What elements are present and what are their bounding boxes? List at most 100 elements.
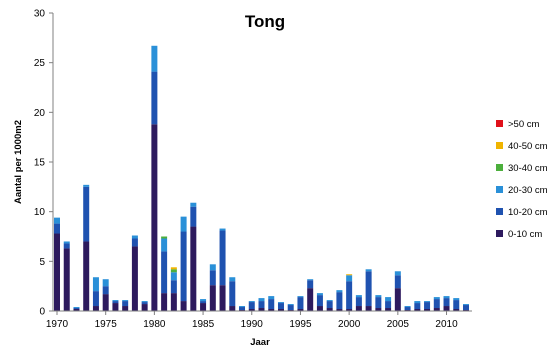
bar-segment xyxy=(375,295,382,298)
bar-segment xyxy=(297,297,304,310)
bar-segment xyxy=(307,288,314,311)
bar-segment xyxy=(190,202,197,207)
bar-segment xyxy=(375,297,382,309)
bar-segment xyxy=(180,231,187,302)
bar-segment xyxy=(131,246,138,311)
y-tick-label: 30 xyxy=(34,9,46,20)
bar-segment xyxy=(316,306,323,311)
bar-segment xyxy=(180,216,187,232)
bar-segment xyxy=(463,305,469,311)
bar-segment xyxy=(336,309,343,311)
bar-segment xyxy=(365,269,372,272)
bar-segment xyxy=(161,251,168,294)
bar-segment xyxy=(141,304,148,311)
bar-segment xyxy=(122,306,129,311)
x-tick-label: 1980 xyxy=(143,319,166,330)
bar-segment xyxy=(229,306,236,311)
y-tick-label: 5 xyxy=(39,257,45,268)
bar-segment xyxy=(151,71,158,125)
bar-segment xyxy=(102,294,109,311)
bar-segment xyxy=(424,302,431,310)
bar-segment xyxy=(385,308,392,311)
bar-segment xyxy=(112,301,119,304)
bar-segment xyxy=(122,300,129,302)
x-tick-label: 2010 xyxy=(435,319,458,330)
bar-segment xyxy=(394,275,401,289)
bar-segment xyxy=(424,309,431,311)
bar-segment xyxy=(63,243,70,249)
y-axis-title: Aantal per 1000m2 xyxy=(13,120,24,204)
legend-swatch xyxy=(496,164,503,171)
x-ticks-group: 1970 1975 1980 1985 1990 1995 2000 2005 2010 xyxy=(46,311,458,330)
x-axis-title: Jaar xyxy=(250,337,270,348)
bar-segment xyxy=(443,306,450,311)
bar-segment xyxy=(209,285,216,311)
bar-segment xyxy=(346,281,353,310)
bar-segment xyxy=(453,298,460,301)
bar-segment xyxy=(161,238,168,252)
legend-swatch xyxy=(496,186,503,193)
bar-segment xyxy=(355,295,362,298)
bar-segment xyxy=(83,184,90,187)
bar-segment xyxy=(170,293,177,311)
bar-segment xyxy=(92,277,99,292)
bar-segment xyxy=(219,228,226,231)
bar-segment xyxy=(248,301,255,303)
bar-segment xyxy=(385,297,392,302)
x-tick-label: 1990 xyxy=(241,319,264,330)
bar-segment xyxy=(248,302,255,310)
bar-segment xyxy=(170,267,177,270)
x-tick-label: 2005 xyxy=(387,319,410,330)
x-tick-label: 1975 xyxy=(95,319,118,330)
x-tick-label: 1970 xyxy=(46,319,69,330)
bar-segment xyxy=(200,299,207,302)
bar-segment xyxy=(365,271,372,307)
bar-segment xyxy=(326,308,333,311)
bar-segment xyxy=(219,285,226,311)
bar-segment xyxy=(54,217,60,224)
bar-segment xyxy=(346,274,353,276)
bar-segment xyxy=(112,300,119,302)
legend-swatch xyxy=(496,230,503,237)
bar-segment xyxy=(190,226,197,311)
bar-segment xyxy=(209,264,216,271)
bar-segment xyxy=(151,124,158,311)
bar-segment xyxy=(170,272,177,281)
bar-segment xyxy=(316,295,323,307)
bar-segment xyxy=(170,280,177,294)
bar-segment xyxy=(463,304,469,306)
bar-segment xyxy=(404,307,411,311)
bar-segment xyxy=(170,269,177,273)
chart-title: Tong xyxy=(245,12,285,31)
x-tick-label: 1995 xyxy=(289,319,312,330)
legend-label: >50 cm xyxy=(508,119,540,130)
legend-swatch xyxy=(496,120,503,127)
bar-segment xyxy=(63,248,70,311)
legend-label: 0-10 cm xyxy=(508,229,542,240)
bar-segment xyxy=(54,223,60,234)
bar-segment xyxy=(433,299,440,309)
bar-segment xyxy=(375,308,382,311)
bar-segment xyxy=(433,308,440,311)
y-tick-label: 10 xyxy=(34,207,46,218)
bar-segment xyxy=(92,291,99,307)
bar-segment xyxy=(297,309,304,311)
bar-segment xyxy=(180,301,187,311)
bar-segment xyxy=(443,298,450,307)
bar-segment xyxy=(424,301,431,303)
bar-segment xyxy=(268,309,275,311)
bar-segment xyxy=(277,303,284,310)
bar-segment xyxy=(151,45,158,72)
legend-label: 20-30 cm xyxy=(508,185,548,196)
bar-segment xyxy=(102,279,109,287)
bar-segment xyxy=(161,236,168,239)
bar-segment xyxy=(365,306,372,311)
bar-segment xyxy=(102,286,109,295)
bar-segment xyxy=(433,297,440,300)
bar-segment xyxy=(258,308,265,311)
bar-segment xyxy=(414,303,421,310)
bar-segment xyxy=(336,290,343,293)
bar-segment xyxy=(92,306,99,311)
x-tick-label: 1985 xyxy=(192,319,215,330)
